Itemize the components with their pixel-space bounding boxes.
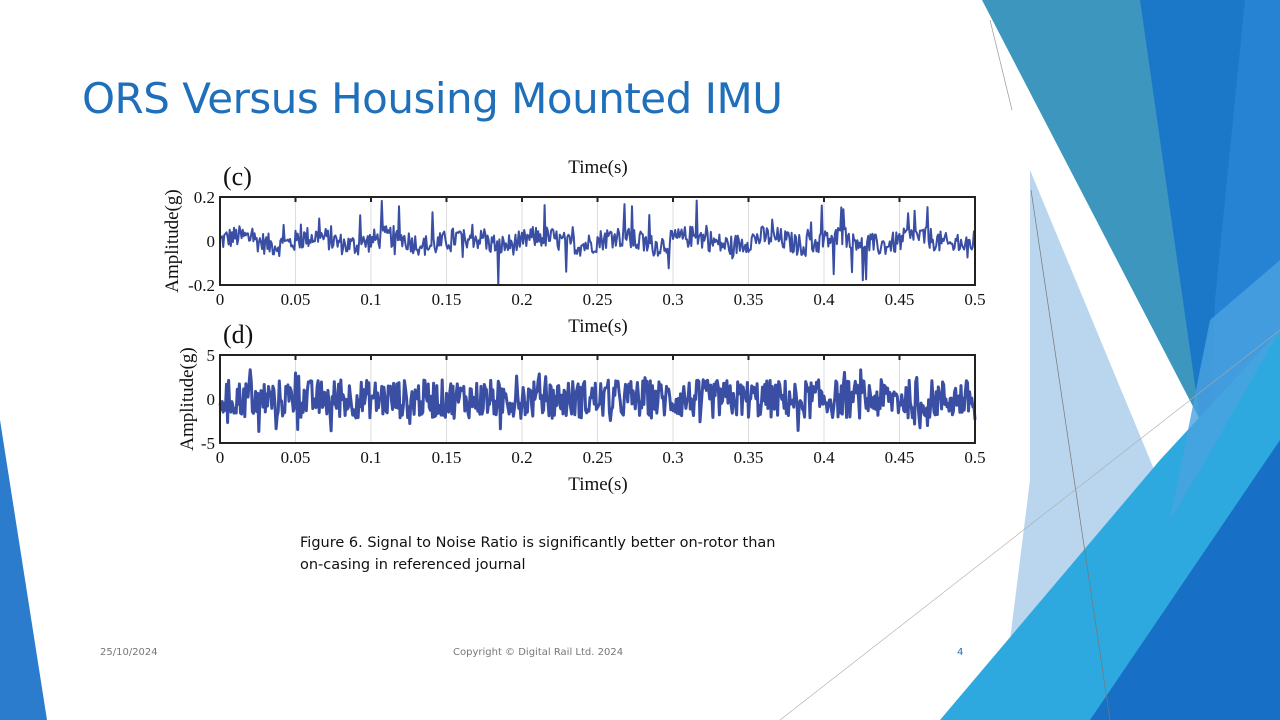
x-tick-label: 0 — [216, 290, 225, 309]
x-tick-label: 0.15 — [432, 290, 462, 309]
panel-label: (c) — [223, 162, 252, 191]
figure-caption: Figure 6. Signal to Noise Ratio is signi… — [300, 532, 820, 576]
x-axis-label: Time(s) — [568, 474, 627, 495]
x-tick-label: 0.05 — [281, 448, 311, 467]
x-tick-label: 0 — [216, 448, 225, 467]
y-axis-label: Amplitude(g) — [162, 189, 183, 292]
panel-label: (d) — [223, 320, 253, 349]
decorative-line — [779, 329, 1280, 720]
x-tick-label: 0.3 — [662, 290, 683, 309]
page-number: 4 — [957, 647, 964, 658]
y-tick-label: 0 — [207, 390, 216, 409]
chart-panel-c: 0 0.05 0.1 0.15 0.2 0.25 0.3 0.35 0.4 0.45 0.5 -0.2… — [162, 157, 986, 337]
slide-title: ORS Versus Housing Mounted IMU — [82, 74, 783, 123]
x-tick-label: 0.5 — [964, 290, 985, 309]
y-tick-label: 0 — [207, 232, 216, 251]
plot-frame — [219, 354, 976, 444]
x-tick-label: 0.4 — [813, 290, 835, 309]
caption-line-1: Figure 6. Signal to Noise Ratio is signi… — [300, 535, 776, 551]
x-tick-label: 0.1 — [360, 290, 381, 309]
plot-frame — [219, 196, 976, 286]
x-tick-label: 0.35 — [734, 290, 764, 309]
x-tick-label: 0.2 — [511, 290, 532, 309]
y-axis-label: Amplitude(g) — [177, 347, 198, 450]
x-tick-label: 0.3 — [662, 448, 683, 467]
chart-panel-d: 0 0.05 0.1 0.15 0.2 0.25 0.3 0.35 0.4 0.45 0.5-505… — [177, 320, 986, 495]
x-tick-label: 0.05 — [281, 290, 311, 309]
decorative-line — [989, 19, 1013, 111]
y-tick-label: -0.2 — [188, 276, 215, 295]
footer-date: 25/10/2024 — [100, 647, 158, 658]
left-edge-shape — [0, 420, 47, 720]
dark-blue-shape — [1090, 440, 1280, 720]
x-tick-label: 0.5 — [964, 448, 985, 467]
x-tick-label: 0.4 — [813, 448, 835, 467]
caption-line-2: on-casing in referenced journal — [300, 557, 526, 573]
x-tick-label: 0.1 — [360, 448, 381, 467]
footer-copyright: Copyright © Digital Rail Ltd. 2024 — [453, 647, 624, 658]
x-tick-label: 0.25 — [583, 448, 613, 467]
x-tick-label: 0.2 — [511, 448, 532, 467]
y-tick-label: 0.2 — [194, 188, 215, 207]
x-tick-label: 0.45 — [885, 448, 915, 467]
decorative-line — [1030, 189, 1111, 720]
y-tick-label: -5 — [201, 434, 215, 453]
x-tick-label: 0.35 — [734, 448, 764, 467]
y-tick-label: 5 — [207, 346, 216, 365]
x-tick-label: 0.45 — [885, 290, 915, 309]
x-tick-label: 0.25 — [583, 290, 613, 309]
x-tick-label: 0.15 — [432, 448, 462, 467]
signal-line — [219, 199, 976, 286]
signal-line — [218, 368, 977, 433]
top-axis-label: Time(s) — [568, 157, 627, 178]
x-axis-label: Time(s) — [568, 316, 627, 337]
light-blue-overlay — [1170, 260, 1280, 520]
